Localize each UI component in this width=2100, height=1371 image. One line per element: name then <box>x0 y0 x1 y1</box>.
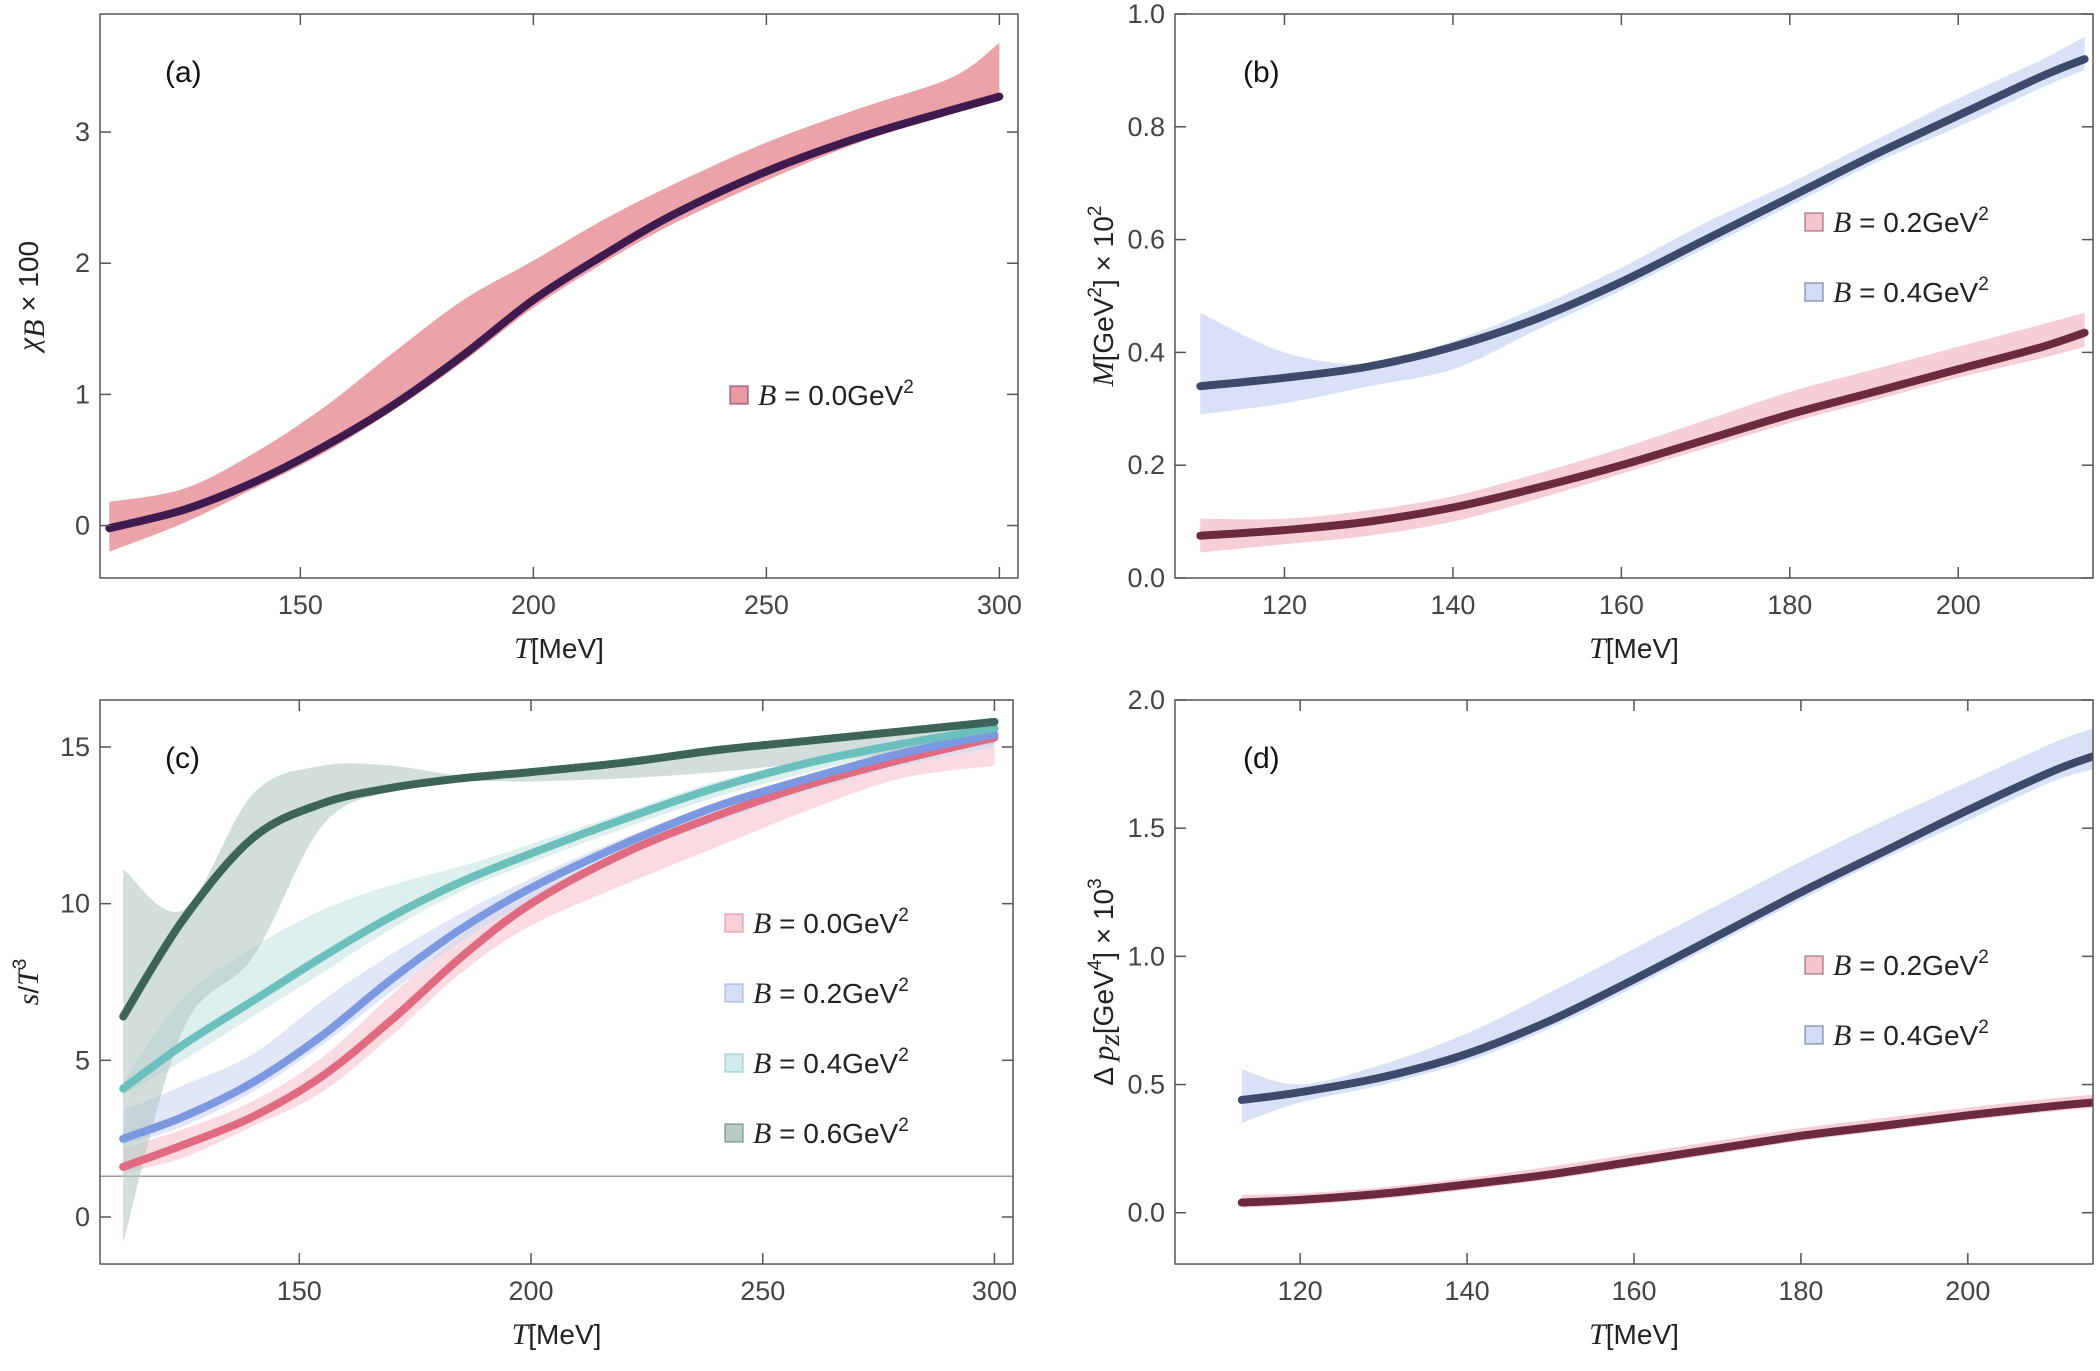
y-tick-label: 0.0 <box>1127 563 1165 593</box>
x-tick-label: 150 <box>278 590 323 620</box>
x-tick-label: 200 <box>1936 590 1981 620</box>
legend-swatch <box>724 1123 744 1143</box>
panel-label: (b) <box>1243 56 1280 89</box>
x-tick-label: 180 <box>1767 590 1812 620</box>
plot-frame <box>99 699 1014 1265</box>
legend-entry: B = 0.0GeV2 <box>758 377 914 412</box>
x-tick-label: 160 <box>1599 590 1644 620</box>
x-tick-label: 200 <box>508 1276 553 1306</box>
x-tick-label: 300 <box>977 590 1022 620</box>
plot-area <box>1237 728 2093 1208</box>
series-line-0 <box>1196 328 2089 540</box>
panel-label: (a) <box>165 56 202 89</box>
legend-entry: B = 0.4GeV2 <box>1833 274 1989 309</box>
x-axis-label: T[MeV] <box>512 1318 602 1351</box>
legend-swatch <box>1804 955 1824 975</box>
legend-swatch <box>724 913 744 933</box>
y-tick-label: 2.0 <box>1127 685 1165 715</box>
x-tick-label: 140 <box>1430 590 1475 620</box>
x-axis-label: T[MeV] <box>514 632 604 665</box>
plot-area <box>100 717 1013 1243</box>
plot-area <box>1196 36 2089 553</box>
y-tick-label: 10 <box>60 889 90 919</box>
series-line-2 <box>119 724 999 1093</box>
y-tick-label: 3 <box>75 117 90 147</box>
y-tick-label: 15 <box>60 732 90 762</box>
legend-entry: B = 0.6GeV2 <box>753 1115 909 1150</box>
panel-label: (d) <box>1243 742 1280 775</box>
y-tick-label: 1 <box>75 379 90 409</box>
y-tick-label: 0.6 <box>1127 225 1165 255</box>
y-axis-label: χB × 100 <box>12 241 51 354</box>
x-axis-label: T[MeV] <box>1589 1318 1679 1351</box>
y-axis-label: M[GeV2] × 102 <box>1085 206 1120 388</box>
y-tick-label: 1.0 <box>1127 0 1165 29</box>
x-tick-label: 150 <box>277 1276 322 1306</box>
legend-entry: B = 0.2GeV2 <box>1833 204 1989 239</box>
x-tick-label: 120 <box>1262 590 1307 620</box>
legend-entry: B = 0.4GeV2 <box>753 1045 909 1080</box>
panel-label: (c) <box>165 742 200 775</box>
x-tick-label: 180 <box>1778 1276 1823 1306</box>
legend-entry: B = 0.0GeV2 <box>753 905 909 940</box>
series-line-1 <box>119 730 999 1143</box>
series-line-0 <box>1237 1098 2093 1207</box>
legend-swatch <box>724 983 744 1003</box>
error-band-series-1 <box>1241 728 2093 1123</box>
error-band-series-0 <box>1200 312 2085 553</box>
panel-b: 120 140 160 180 200 0.0 0.2 0.4 0.6 0.8 1.0 T[MeV] M… <box>1085 0 2094 665</box>
legend-swatch <box>724 1053 744 1073</box>
y-tick-label: 0.8 <box>1127 112 1165 142</box>
error-band-series-0 <box>109 42 1000 552</box>
x-tick-label: 200 <box>511 590 556 620</box>
y-tick-label: 1.5 <box>1127 813 1165 843</box>
legend-entry: B = 0.4GeV2 <box>1833 1017 1989 1052</box>
panel-c: 150 200 250 300 0 5 10 15 T[MeV] s/T3 (c) B = 0.0Ge… <box>10 699 1017 1351</box>
series-line-1 <box>1196 55 2089 391</box>
panel-d: 120 140 160 180 200 0.0 0.5 1.0 1.5 2.0 T[MeV] Δ pz… <box>1085 685 2094 1351</box>
series-line-1 <box>1237 752 2093 1104</box>
plot-frame <box>1174 13 2094 579</box>
y-tick-label: 0 <box>75 1202 90 1232</box>
series-line-0 <box>105 92 1004 533</box>
x-tick-label: 200 <box>1945 1276 1990 1306</box>
series-line-0 <box>119 733 999 1171</box>
y-tick-label: 1.0 <box>1127 941 1165 971</box>
x-tick-label: 160 <box>1611 1276 1656 1306</box>
series-line-3 <box>119 717 999 1021</box>
x-tick-label: 300 <box>972 1276 1017 1306</box>
legend-swatch <box>1804 282 1824 302</box>
x-tick-label: 250 <box>744 590 789 620</box>
x-tick-label: 120 <box>1278 1276 1323 1306</box>
legend-entry: B = 0.2GeV2 <box>1833 947 1989 982</box>
y-tick-label: 0.5 <box>1127 1070 1165 1100</box>
y-tick-label: 0.4 <box>1127 337 1165 367</box>
plot-frame <box>99 13 1019 579</box>
y-tick-label: 2 <box>75 248 90 278</box>
x-axis-label: T[MeV] <box>1589 632 1679 665</box>
legend-swatch <box>1804 1025 1824 1045</box>
legend-swatch <box>1804 212 1824 232</box>
y-tick-label: 0.2 <box>1127 450 1165 480</box>
y-tick-label: 0 <box>75 511 90 541</box>
y-axis-label: s/T3 <box>10 959 45 1006</box>
legend-entry: B = 0.2GeV2 <box>753 975 909 1010</box>
plot-area <box>105 42 1004 552</box>
x-tick-label: 140 <box>1445 1276 1490 1306</box>
x-tick-label: 250 <box>740 1276 785 1306</box>
y-axis-label: Δ pz[GeV4] × 103 <box>1085 878 1126 1085</box>
y-tick-label: 5 <box>75 1045 90 1075</box>
panel-a: 150 200 250 300 0 1 2 3 T[MeV] χB × 100 (a) B = 0.0… <box>12 13 1022 665</box>
legend-swatch <box>729 385 749 405</box>
y-tick-label: 0.0 <box>1127 1198 1165 1228</box>
